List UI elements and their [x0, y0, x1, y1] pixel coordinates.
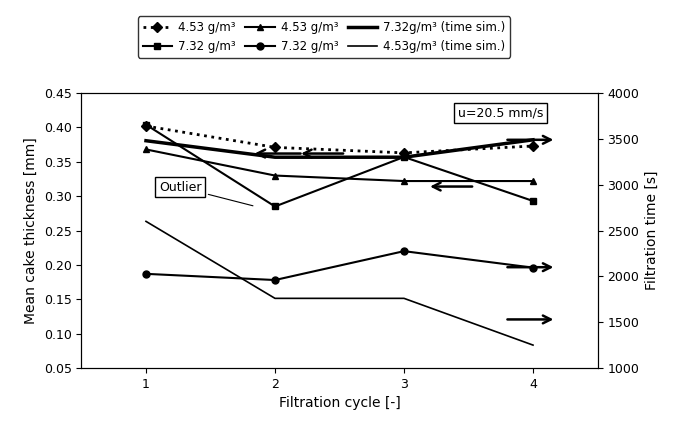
Y-axis label: Mean cake thickness [mm]: Mean cake thickness [mm] [24, 137, 38, 324]
Legend: 4.53 g/m³, 7.32 g/m³, 4.53 g/m³, 7.32 g/m³, 7.32g/m³ (time sim.), 4.53g/m³ (time: 4.53 g/m³, 7.32 g/m³, 4.53 g/m³, 7.32 g/… [138, 16, 510, 58]
Text: Outlier: Outlier [159, 181, 253, 206]
X-axis label: Filtration cycle [-]: Filtration cycle [-] [278, 396, 401, 410]
Y-axis label: Filtration time [s]: Filtration time [s] [644, 171, 659, 290]
Text: u=20.5 mm/s: u=20.5 mm/s [458, 107, 544, 119]
